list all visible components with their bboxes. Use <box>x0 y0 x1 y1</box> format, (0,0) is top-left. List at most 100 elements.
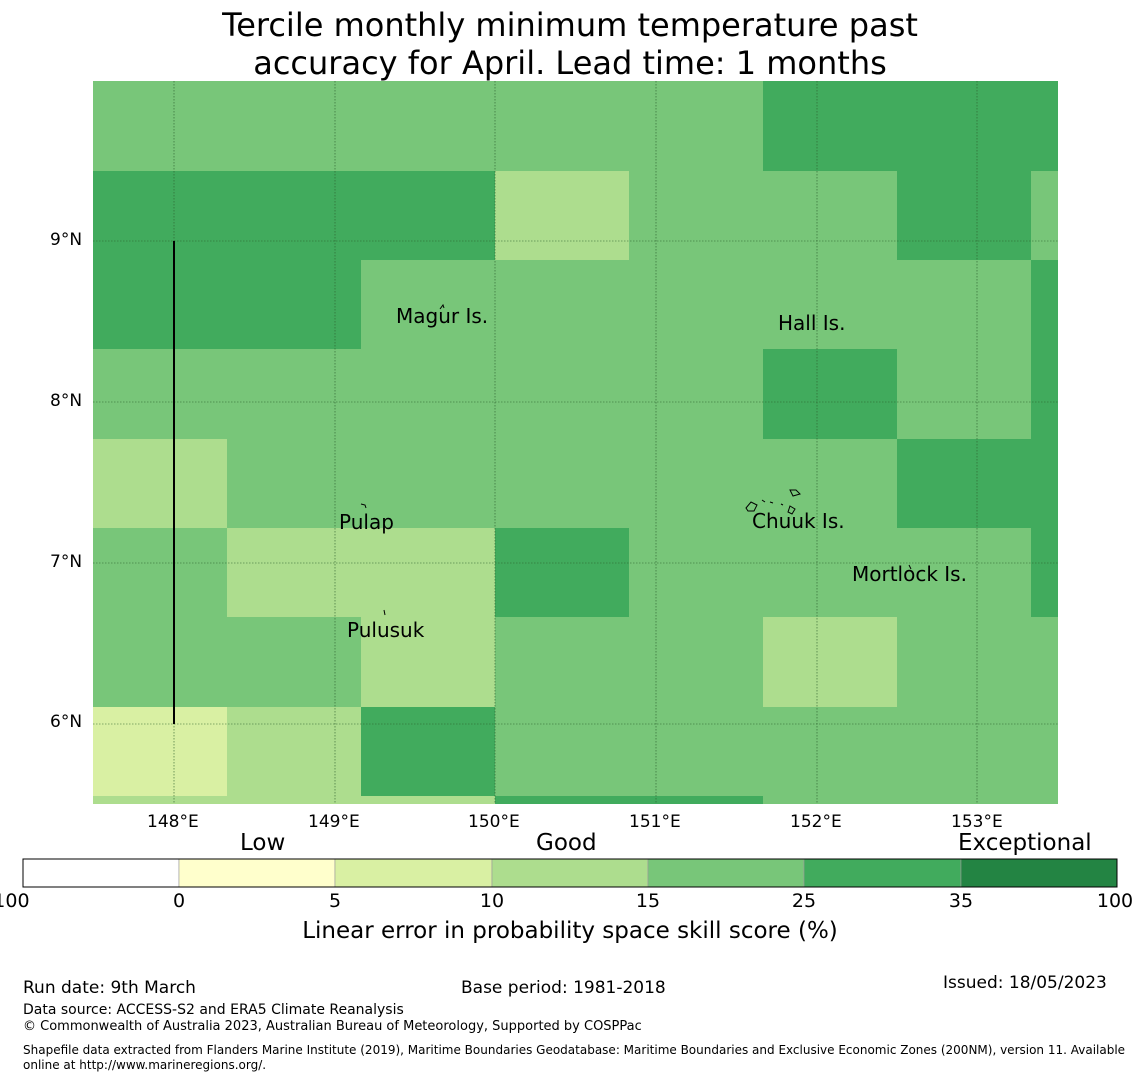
grid-cell <box>93 617 227 707</box>
grid-cell <box>1031 439 1058 528</box>
chuuk-island-outline <box>745 489 801 515</box>
grid-cell <box>495 707 629 796</box>
grid-cell <box>1031 349 1058 439</box>
grid-cell <box>897 171 1031 260</box>
grid-cell <box>495 81 629 171</box>
place-label-pulusuk: Pulusuk <box>347 618 425 642</box>
lon-tick-151e: 151°E <box>629 812 681 832</box>
grid-cell <box>361 617 495 707</box>
grid-cell <box>897 260 1031 349</box>
base-period: Base period: 1981-2018 <box>461 978 666 998</box>
shapefile-credit-line-1: Shapefile data extracted from Flanders M… <box>23 1043 1126 1057</box>
lon-tick-152e: 152°E <box>790 812 842 832</box>
grid-cell <box>897 796 1031 804</box>
grid-cell <box>629 528 763 617</box>
grid-cell <box>93 171 227 260</box>
grid-cell <box>495 349 629 439</box>
lon-tick-149e: 149°E <box>308 812 360 832</box>
grid-cell <box>1031 81 1058 171</box>
grid-cell <box>629 260 763 349</box>
pulusuk-island-outline <box>383 609 386 616</box>
grid-cell <box>763 617 897 707</box>
lon-tick-148e: 148°E <box>147 812 199 832</box>
colorbar-axis-label: Linear error in probability space skill … <box>302 918 838 944</box>
grid-cell <box>227 81 361 171</box>
grid-cell <box>361 528 495 617</box>
grid-cell <box>1031 796 1058 804</box>
lat-tick-8n: 8°N <box>50 391 83 411</box>
grid-cell <box>93 349 227 439</box>
island-outlines <box>360 303 912 616</box>
grid-cell <box>629 349 763 439</box>
grid-cell <box>495 528 629 617</box>
grid-cell <box>763 260 897 349</box>
grid-cell <box>227 171 361 260</box>
grid-cell <box>227 796 361 804</box>
copyright: © Commonwealth of Australia 2023, Austra… <box>23 1019 642 1034</box>
run-date: Run date: 9th March <box>23 978 196 998</box>
skill-grid <box>93 81 1058 804</box>
lat-tick-6n: 6°N <box>50 712 83 732</box>
place-label-chuuk: Chuuk Is. <box>752 509 845 533</box>
grid-cell <box>93 81 227 171</box>
grid-cell <box>227 349 361 439</box>
colorbar-tick: 10 <box>479 890 505 912</box>
chart-title: Tercile monthly minimum temperature past… <box>0 6 1140 82</box>
grid-cell <box>629 81 763 171</box>
grid-cell <box>361 707 495 796</box>
grid-cell <box>93 796 227 804</box>
grid-cell <box>763 528 897 617</box>
grid-cell <box>763 171 897 260</box>
grid-cell <box>763 349 897 439</box>
place-label-pulap: Pulap <box>339 510 394 534</box>
colorbar-tick: 35 <box>948 890 974 912</box>
colorbar-swatch <box>647 858 805 888</box>
grid-cell <box>897 81 1031 171</box>
place-label-mortlock: Mortlock Is. <box>852 562 967 586</box>
grid-cell <box>1031 528 1058 617</box>
grid-cell <box>897 707 1031 796</box>
colorbar-tick: -100 <box>0 890 30 912</box>
colorbar-category-low: Low <box>240 830 286 856</box>
magur-island-outline <box>439 303 445 310</box>
grid-cell <box>1031 260 1058 349</box>
grid-cell <box>227 617 361 707</box>
grid-cell <box>897 439 1031 528</box>
colorbar-category-exceptional: Exceptional <box>958 830 1092 856</box>
colorbar-tick: 15 <box>635 890 661 912</box>
data-source: Data source: ACCESS-S2 and ERA5 Climate … <box>23 1002 404 1018</box>
grid-cell <box>897 617 1031 707</box>
colorbar-category-good: Good <box>536 830 597 856</box>
pulap-island-outline <box>360 503 367 509</box>
colorbar-swatch <box>22 858 180 888</box>
colorbar-tick: 25 <box>791 890 817 912</box>
issued-date: Issued: 18/05/2023 <box>943 973 1107 993</box>
grid-cell <box>629 171 763 260</box>
grid-cell <box>93 260 227 349</box>
colorbar-swatch <box>803 858 962 888</box>
lon-tick-153e: 153°E <box>951 812 1003 832</box>
title-line-1: Tercile monthly minimum temperature past <box>222 6 918 44</box>
grid-cell <box>361 796 495 804</box>
colorbar-tick: 0 <box>172 890 186 912</box>
grid-cell <box>93 528 227 617</box>
grid-cell <box>361 349 495 439</box>
place-label-magur: Magur Is. <box>396 304 489 328</box>
grid-cell <box>361 260 495 349</box>
lon-tick-150e: 150°E <box>468 812 520 832</box>
grid-cell <box>93 707 227 796</box>
grid-cell <box>361 439 495 528</box>
grid-cell <box>1031 707 1058 796</box>
grid-cell <box>495 171 629 260</box>
place-label-hall: Hall Is. <box>778 311 846 335</box>
title-line-2: accuracy for April. Lead time: 1 months <box>253 44 887 82</box>
grid-cell <box>227 707 361 796</box>
shapefile-credit-line-2: online at http://www.marineregions.org/. <box>23 1058 267 1072</box>
grid-cell <box>495 439 629 528</box>
colorbar-tick: 100 <box>1096 890 1134 912</box>
grid-cell <box>227 528 361 617</box>
grid-cell <box>763 796 897 804</box>
grid-cell <box>1031 617 1058 707</box>
mortlock-island-outline <box>908 564 912 570</box>
colorbar-frame <box>22 858 1118 888</box>
